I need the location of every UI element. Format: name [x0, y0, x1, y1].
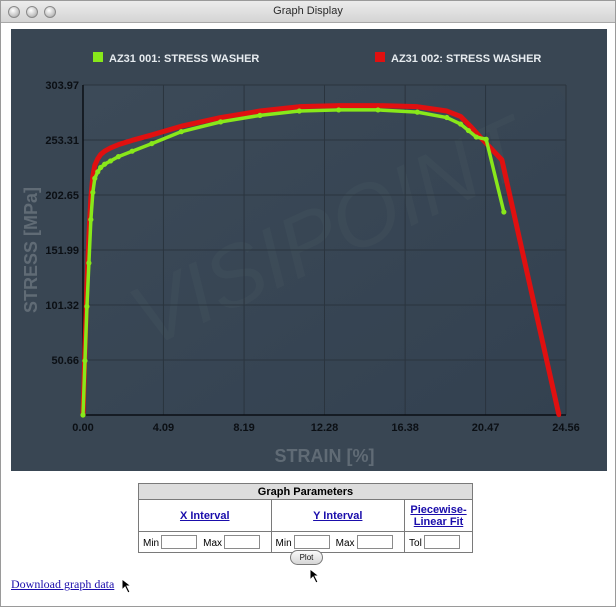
chart-series — [80, 103, 562, 418]
x-tick-label: 8.19 — [233, 422, 254, 434]
data-point — [465, 127, 472, 134]
close-window-button[interactable] — [8, 6, 20, 18]
x-min-input[interactable] — [161, 535, 198, 550]
y-tick-label: 253.31 — [45, 135, 79, 147]
zoom-window-button[interactable] — [44, 6, 56, 18]
stress-strain-chart: VISIPOINT 0.00 4.09 8.19 12.28 16.38 20.47 24.… — [21, 52, 580, 466]
data-point — [86, 260, 92, 266]
chart-legend: AZ31 001: STRESS WASHER AZ31 002: STRESS … — [93, 52, 541, 65]
data-point — [336, 107, 342, 113]
data-point — [415, 104, 420, 109]
data-point — [375, 107, 381, 113]
data-point — [444, 114, 450, 121]
x-tick-label: 24.56 — [552, 422, 580, 434]
data-point — [458, 114, 463, 119]
x-interval-link[interactable]: X Interval — [179, 509, 230, 522]
data-point — [90, 189, 96, 196]
y-tick-label: 101.32 — [45, 300, 79, 312]
data-point — [107, 158, 114, 164]
data-point — [499, 157, 505, 163]
data-point — [218, 119, 224, 125]
data-point — [473, 134, 479, 140]
x-axis-label: STRAIN [%] — [275, 446, 375, 466]
data-point — [108, 145, 113, 151]
data-point — [115, 154, 121, 160]
mouse-pointer-icon — [121, 578, 133, 594]
x-tick-label: 4.09 — [153, 422, 174, 434]
data-point — [95, 156, 100, 161]
x-max-input[interactable] — [224, 535, 261, 550]
data-point — [149, 140, 155, 147]
data-point — [336, 103, 341, 108]
x-min-label: Min — [143, 538, 160, 549]
data-point — [218, 115, 223, 120]
mouse-pointer-icon — [309, 568, 321, 584]
data-point — [92, 175, 98, 181]
data-point — [116, 142, 121, 147]
tol-label: Tol — [409, 538, 422, 549]
data-point — [84, 303, 90, 310]
data-point — [501, 209, 507, 215]
y-max-label: Max — [335, 538, 355, 549]
x-max-label: Max — [203, 538, 223, 549]
legend-swatch-1 — [93, 52, 103, 62]
y-tick-label: 202.65 — [45, 190, 79, 202]
graph-parameters-title: Graph Parameters — [138, 483, 473, 500]
y-axis-label: STRESS [MPa] — [21, 187, 41, 313]
x-tick-label: 12.28 — [311, 422, 339, 434]
data-point — [296, 108, 302, 114]
data-point — [414, 109, 420, 115]
data-point — [98, 164, 104, 171]
data-point — [98, 152, 103, 157]
data-point — [483, 136, 489, 142]
data-point — [88, 216, 94, 223]
data-point — [95, 169, 101, 175]
y-max-input[interactable] — [356, 535, 393, 550]
data-point — [80, 412, 86, 418]
legend-label-1: AZ31 001: STRESS WASHER — [109, 53, 259, 65]
piecewise-linear-fit-link[interactable]: Piecewise-Linear Fit — [410, 503, 467, 528]
data-point — [297, 104, 302, 109]
data-point — [457, 121, 464, 127]
y-min-input[interactable] — [293, 535, 330, 550]
legend-label-2: AZ31 002: STRESS WASHER — [391, 53, 541, 65]
y-interval-link[interactable]: Y Interval — [313, 509, 363, 522]
legend-swatch-2 — [375, 52, 385, 62]
window-title: Graph Display — [273, 5, 343, 17]
data-point — [375, 103, 381, 108]
data-point — [178, 129, 184, 135]
y-tick-label: 50.66 — [51, 355, 79, 367]
download-graph-data-link[interactable]: Download graph data — [11, 577, 115, 591]
data-point — [102, 148, 107, 154]
data-point — [257, 112, 263, 118]
minimize-window-button[interactable] — [26, 6, 38, 18]
x-tick-label: 0.00 — [72, 422, 93, 434]
y-tick-label: 303.97 — [45, 80, 79, 92]
data-point — [179, 124, 184, 129]
graph-parameters-table: Graph Parameters X Interval Y Interval P… — [138, 483, 473, 553]
tol-input[interactable] — [423, 535, 460, 550]
data-point — [149, 132, 155, 138]
data-point — [444, 108, 450, 114]
y-tick-label: 151.99 — [45, 245, 79, 257]
chart-axes: 0.00 4.09 8.19 12.28 16.38 20.47 24.56 50.66 101… — [21, 80, 580, 466]
title-bar: Graph Display — [1, 1, 615, 23]
x-tick-label: 20.47 — [472, 422, 500, 434]
data-point — [129, 148, 135, 154]
data-point — [468, 124, 473, 129]
data-point — [92, 163, 97, 168]
data-point — [556, 412, 562, 418]
data-point — [82, 358, 88, 364]
data-point — [257, 108, 263, 114]
x-tick-label: 16.38 — [391, 422, 419, 434]
y-min-label: Min — [275, 538, 292, 549]
data-point — [102, 161, 108, 167]
data-point — [129, 138, 135, 143]
chart-panel: VISIPOINT 0.00 4.09 8.19 12.28 16.38 20.47 24.… — [11, 29, 607, 471]
plot-button[interactable]: Plot — [290, 550, 323, 565]
